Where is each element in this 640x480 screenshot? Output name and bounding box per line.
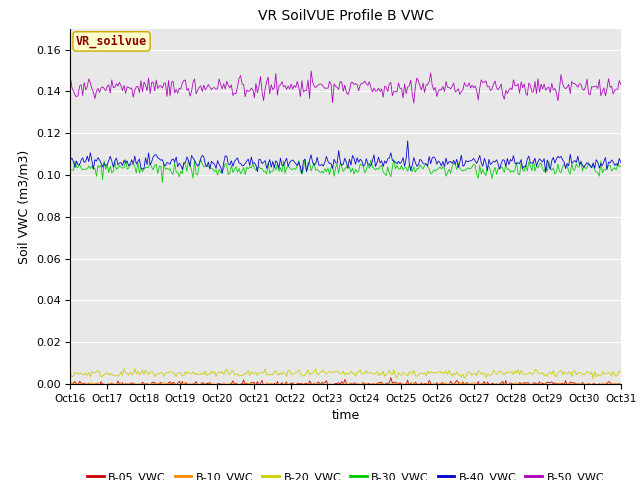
Legend: B-05_VWC, B-10_VWC, B-20_VWC, B-30_VWC, B-40_VWC, B-50_VWC: B-05_VWC, B-10_VWC, B-20_VWC, B-30_VWC, … <box>83 468 609 480</box>
Text: VR_soilvue: VR_soilvue <box>76 35 147 48</box>
X-axis label: time: time <box>332 409 360 422</box>
Title: VR SoilVUE Profile B VWC: VR SoilVUE Profile B VWC <box>258 10 434 24</box>
Y-axis label: Soil VWC (m3/m3): Soil VWC (m3/m3) <box>17 149 30 264</box>
